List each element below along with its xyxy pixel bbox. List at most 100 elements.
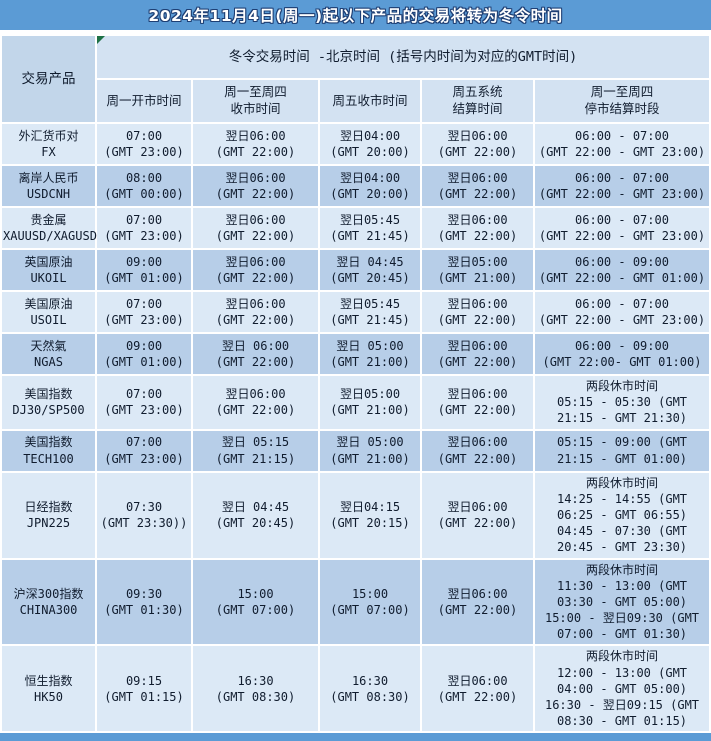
- cell-line: (GMT 01:15): [104, 689, 184, 704]
- cell-line: 恒生指数: [24, 673, 73, 688]
- monday-open-cell: 07:00 (GMT 23:00): [97, 124, 191, 164]
- cell-line: (GMT 22:00 - GMT 23:00): [538, 187, 706, 201]
- cell-line: 英国原油: [24, 254, 73, 269]
- cell-line: (GMT 23:30)): [100, 516, 188, 531]
- cell-line: 翌日06:00: [447, 586, 508, 601]
- cell-line: 07:00: [125, 387, 163, 402]
- mon-thu-close-cell: 翌日 05:15 (GMT 21:15): [193, 430, 318, 471]
- cell-line: (GMT 22:00): [215, 313, 296, 327]
- column-header-monday-open: 周一开市时间: [97, 80, 191, 122]
- monday-open-cell: 09:30 (GMT 01:30): [97, 559, 191, 645]
- friday-close-cell: 16:30 (GMT 08:30): [320, 646, 420, 732]
- friday-close-cell: 翌日 05:00 (GMT 21:00): [320, 334, 420, 374]
- cell-line: (GMT 22:00 - GMT 01:00): [538, 271, 706, 285]
- cell-line: (GMT 01:00): [104, 271, 184, 285]
- cell-line: 翌日06:00: [447, 499, 508, 514]
- cell-line: 翌日06:00: [225, 296, 286, 311]
- cell-line: HK50: [34, 689, 63, 704]
- friday-close-cell: 翌日04:00 (GMT 20:00): [320, 166, 420, 206]
- column-header-mon-thu-close: 周一至周四 收市时间: [193, 80, 318, 122]
- friday-settlement-cell: 翌日06:00 (GMT 22:00): [422, 646, 533, 732]
- cell-line: 07:00: [125, 212, 163, 227]
- cell-line: (GMT 22:00): [437, 229, 518, 243]
- friday-settlement-cell: 翌日06:00 (GMT 22:00): [422, 472, 533, 558]
- cell-line: 翌日06:00: [447, 387, 508, 402]
- friday-settlement-cell: 翌日06:00 (GMT 22:00): [422, 166, 533, 206]
- cell-line: 07:00: [125, 128, 163, 143]
- cell-line: 06:00 - 07:00: [575, 128, 669, 143]
- mon-thu-close-cell: 翌日06:00 (GMT 22:00): [193, 292, 318, 332]
- monday-open-cell: 07:00 (GMT 23:00): [97, 292, 191, 332]
- cell-line: 翌日06:00: [225, 212, 286, 227]
- cell-line: 外汇货币对: [18, 128, 79, 143]
- monday-open-cell: 07:30 (GMT 23:30)): [97, 472, 191, 558]
- cell-line: 翌日05:45: [339, 296, 401, 311]
- cell-line: 15:00 - 翌日09:30 (GMT: [544, 611, 700, 626]
- cell-line: 04:00 - GMT 05:00): [556, 681, 688, 696]
- product-cell: 英国原油 UKOIL: [2, 250, 95, 290]
- cell-line: 两段休市时间: [585, 649, 658, 664]
- cell-line: (GMT 20:45): [215, 516, 296, 531]
- break-time-cell: 06:00 - 07:00 (GMT 22:00 - GMT 23:00): [535, 208, 709, 248]
- cell-line: (GMT 07:00): [330, 602, 410, 617]
- cell-line: (GMT 22:00): [437, 313, 518, 327]
- friday-settlement-cell: 翌日06:00 (GMT 22:00): [422, 292, 533, 332]
- cell-line: (GMT 21:00): [330, 451, 410, 466]
- cell-line: 周一至周四: [590, 84, 654, 100]
- break-time-cell: 06:00 - 07:00 (GMT 22:00 - GMT 23:00): [535, 166, 709, 206]
- cell-line: (GMT 21:15): [215, 451, 296, 466]
- cell-line: 21:15 - GMT 01:00): [556, 451, 688, 466]
- friday-settlement-cell: 翌日06:00 (GMT 22:00): [422, 124, 533, 164]
- cell-line: 翌日 05:00: [336, 338, 404, 353]
- friday-close-cell: 翌日 05:00 (GMT 21:00): [320, 430, 420, 471]
- cell-line: 21:15 - GMT 21:30): [556, 411, 688, 426]
- column-header-friday-settlement: 周五系统 结算时间: [422, 80, 533, 122]
- cell-line: 翌日06:00: [225, 387, 286, 402]
- cell-line: 03:30 - GMT 05:00): [556, 594, 688, 609]
- monday-open-cell: 07:00 (GMT 23:00): [97, 208, 191, 248]
- cell-line: (GMT 21:00): [330, 403, 410, 418]
- product-cell: 美国原油 USOIL: [2, 292, 95, 332]
- cell-line: (GMT 21:45): [330, 313, 410, 327]
- cell-line: 16:30 - 翌日09:15 (GMT: [544, 698, 700, 712]
- cell-line: TECH100: [23, 451, 74, 466]
- cell-line: (GMT 00:00): [104, 187, 184, 201]
- product-cell: 恒生指数 HK50: [2, 646, 95, 732]
- friday-close-cell: 翌日04:00 (GMT 20:00): [320, 124, 420, 164]
- friday-close-cell: 翌日05:45 (GMT 21:45): [320, 292, 420, 332]
- cell-line: CHINA300: [19, 602, 78, 617]
- cell-line: 07:30: [125, 499, 163, 514]
- cell-line: 贵金属: [30, 212, 67, 227]
- friday-close-cell: 翌日05:00 (GMT 21:00): [320, 376, 420, 429]
- cell-line: 翌日 05:00: [336, 435, 404, 450]
- cell-line: 结算时间: [452, 101, 503, 116]
- cell-line: 05:15 - 05:30 (GMT: [556, 395, 688, 410]
- cell-line: (GMT 22:00): [215, 145, 296, 159]
- product-cell: 日经指数 JPN225: [2, 472, 95, 558]
- cell-line: (GMT 23:00): [104, 313, 184, 327]
- mon-thu-close-cell: 翌日06:00 (GMT 22:00): [193, 250, 318, 290]
- cell-line: 翌日06:00: [225, 254, 286, 269]
- cell-line: FX: [41, 145, 56, 159]
- cell-line: (GMT 08:30): [330, 689, 410, 704]
- cell-line: (GMT 23:00): [104, 403, 184, 418]
- break-time-cell: 06:00 - 09:00 (GMT 22:00 - GMT 01:00): [535, 250, 709, 290]
- cell-line: (GMT 22:00): [437, 355, 518, 369]
- cell-line: (GMT 22:00 - GMT 23:00): [538, 145, 706, 159]
- friday-close-cell: 翌日 04:45 (GMT 20:45): [320, 250, 420, 290]
- cell-line: 翌日06:00: [447, 673, 508, 688]
- cell-line: 美国指数: [24, 387, 73, 402]
- friday-settlement-cell: 翌日05:00 (GMT 21:00): [422, 250, 533, 290]
- cell-line: 06:00 - 09:00: [575, 338, 669, 353]
- cell-line: (GMT 22:00): [215, 403, 296, 418]
- product-cell: 沪深300指数 CHINA300: [2, 559, 95, 645]
- product-cell: 美国指数 DJ30/SP500: [2, 376, 95, 429]
- cell-line: 16:30: [351, 673, 389, 688]
- cell-line: 日经指数: [24, 499, 73, 514]
- cell-line: 翌日06:00: [447, 296, 508, 311]
- monday-open-cell: 09:15 (GMT 01:15): [97, 646, 191, 732]
- product-cell: 美国指数 TECH100: [2, 430, 95, 471]
- title-bar: 2024年11月4日(周一)起以下产品的交易将转为冬令时间: [0, 0, 711, 30]
- cell-line: 翌日06:00: [447, 170, 508, 185]
